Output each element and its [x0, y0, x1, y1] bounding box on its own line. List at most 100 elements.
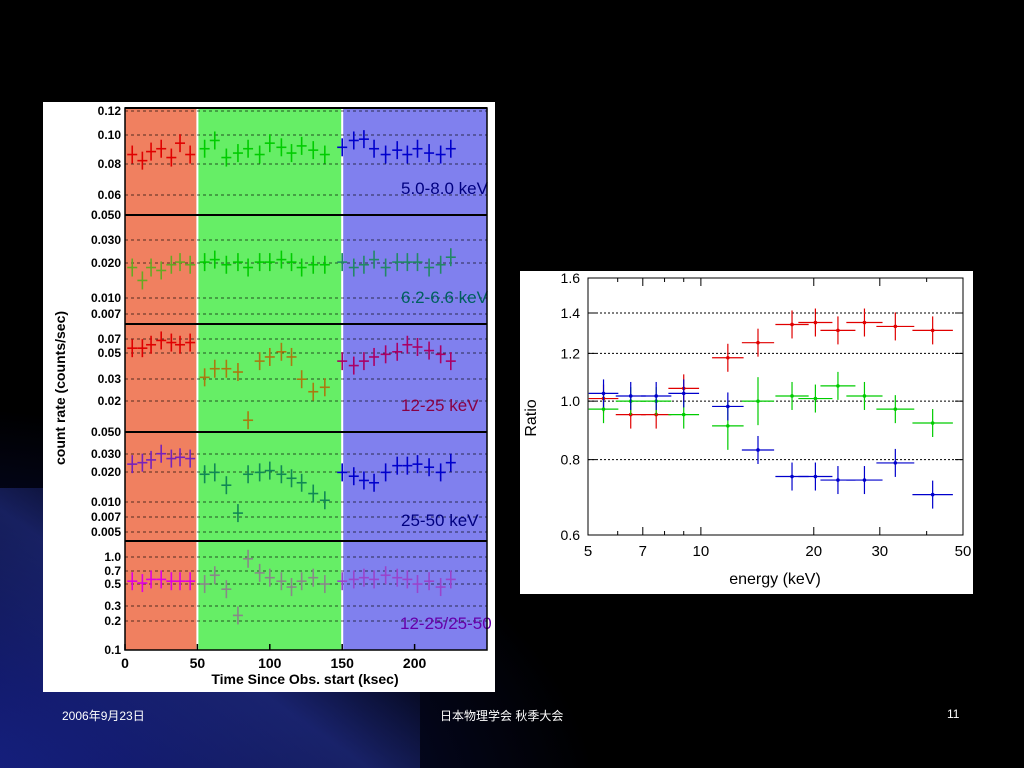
y-tick-label: 1.0 [561, 393, 581, 409]
data-point [296, 473, 307, 492]
data-point [380, 345, 391, 364]
data-point [798, 308, 833, 337]
data-point [221, 580, 232, 599]
data-point [175, 335, 186, 354]
data-point [232, 606, 243, 625]
data-point [308, 568, 319, 587]
data-point [912, 316, 953, 345]
data-point [820, 371, 856, 400]
data-point [348, 570, 359, 589]
data-point [369, 473, 380, 492]
data-point [319, 575, 330, 594]
data-point [424, 341, 435, 360]
y-tick-label: 0.5 [104, 577, 121, 591]
data-point [392, 141, 403, 160]
data-point [348, 356, 359, 375]
data-point [641, 381, 672, 410]
data-point [369, 139, 380, 158]
data-point [846, 381, 883, 410]
data-point [276, 138, 287, 157]
y-tick-label: 0.020 [91, 465, 121, 479]
data-point [296, 136, 307, 155]
data-point [175, 572, 186, 591]
data-point [286, 469, 297, 488]
data-point [424, 258, 435, 277]
data-point [798, 462, 833, 491]
data-point [185, 449, 196, 468]
data-point [199, 575, 210, 594]
data-point [209, 359, 220, 378]
data-point [741, 435, 775, 464]
data-point [337, 572, 348, 591]
data-point [369, 250, 380, 269]
data-point [358, 130, 369, 149]
data-point [185, 333, 196, 352]
y-tick-label: 0.050 [91, 208, 121, 222]
x-tick-label: 50 [190, 655, 206, 671]
data-point [199, 253, 210, 272]
data-point [127, 339, 138, 358]
data-point [276, 342, 287, 361]
data-point [588, 379, 619, 408]
data-point [348, 258, 359, 277]
data-point [876, 312, 915, 341]
y-tick-label: 0.06 [98, 188, 122, 202]
data-point [358, 471, 369, 490]
data-point [127, 572, 138, 591]
data-point [775, 310, 809, 339]
y-tick-label: 0.05 [98, 346, 122, 360]
data-point [243, 465, 254, 484]
data-point [775, 381, 809, 410]
panel-label: 6.2-6.6 keV [401, 288, 489, 307]
data-point [156, 570, 167, 589]
light-curve-figure: 0.12 0.10 0.08 0.06 0.050 5.0-8.0 keV 0.030 0.0… [43, 102, 526, 692]
data-point [435, 578, 446, 597]
y-tick-label: 1.2 [561, 345, 581, 361]
y-tick-label: 0.005 [91, 525, 121, 539]
data-point [712, 343, 744, 372]
data-point [221, 359, 232, 378]
data-point [156, 444, 167, 463]
y-tick-label: 0.030 [91, 233, 121, 247]
data-point [254, 145, 265, 164]
data-point [137, 271, 148, 290]
y-tick-label: 1.4 [561, 305, 581, 321]
data-point [412, 575, 423, 594]
data-point [296, 572, 307, 591]
data-point [276, 465, 287, 484]
x-tick-label: 150 [331, 655, 355, 671]
y-tick-label: 1.0 [104, 550, 121, 564]
data-point [286, 253, 297, 272]
x-tick-label: 20 [805, 543, 822, 560]
data-point [146, 570, 157, 589]
data-point [137, 453, 148, 472]
data-point [127, 258, 138, 277]
data-point [876, 395, 915, 424]
data-point [402, 145, 413, 164]
data-point [319, 378, 330, 397]
data-point [296, 370, 307, 389]
data-point [358, 255, 369, 274]
data-point [254, 563, 265, 582]
y-tick-label: 0.10 [98, 128, 122, 142]
x-tick-label: 200 [403, 655, 427, 671]
data-point [185, 255, 196, 274]
data-point [137, 574, 148, 593]
data-point [243, 549, 254, 568]
data-point [820, 316, 856, 345]
y-tick-label: 0.050 [91, 425, 121, 439]
data-point [337, 463, 348, 482]
y-tick-label: 0.010 [91, 495, 121, 509]
energy-ratio-chart: 1.6 1.4 1.2 1.0 0.8 0.65 7 10 20 30 50 energy (keV)… [523, 270, 971, 588]
data-point [912, 480, 953, 509]
data-point [412, 253, 423, 272]
data-point [286, 347, 297, 366]
data-point [254, 352, 265, 371]
data-point [146, 335, 157, 354]
data-point [412, 455, 423, 474]
data-point [846, 466, 883, 495]
data-point [221, 476, 232, 495]
data-point [308, 484, 319, 503]
data-point [221, 148, 232, 167]
data-point [445, 248, 456, 267]
